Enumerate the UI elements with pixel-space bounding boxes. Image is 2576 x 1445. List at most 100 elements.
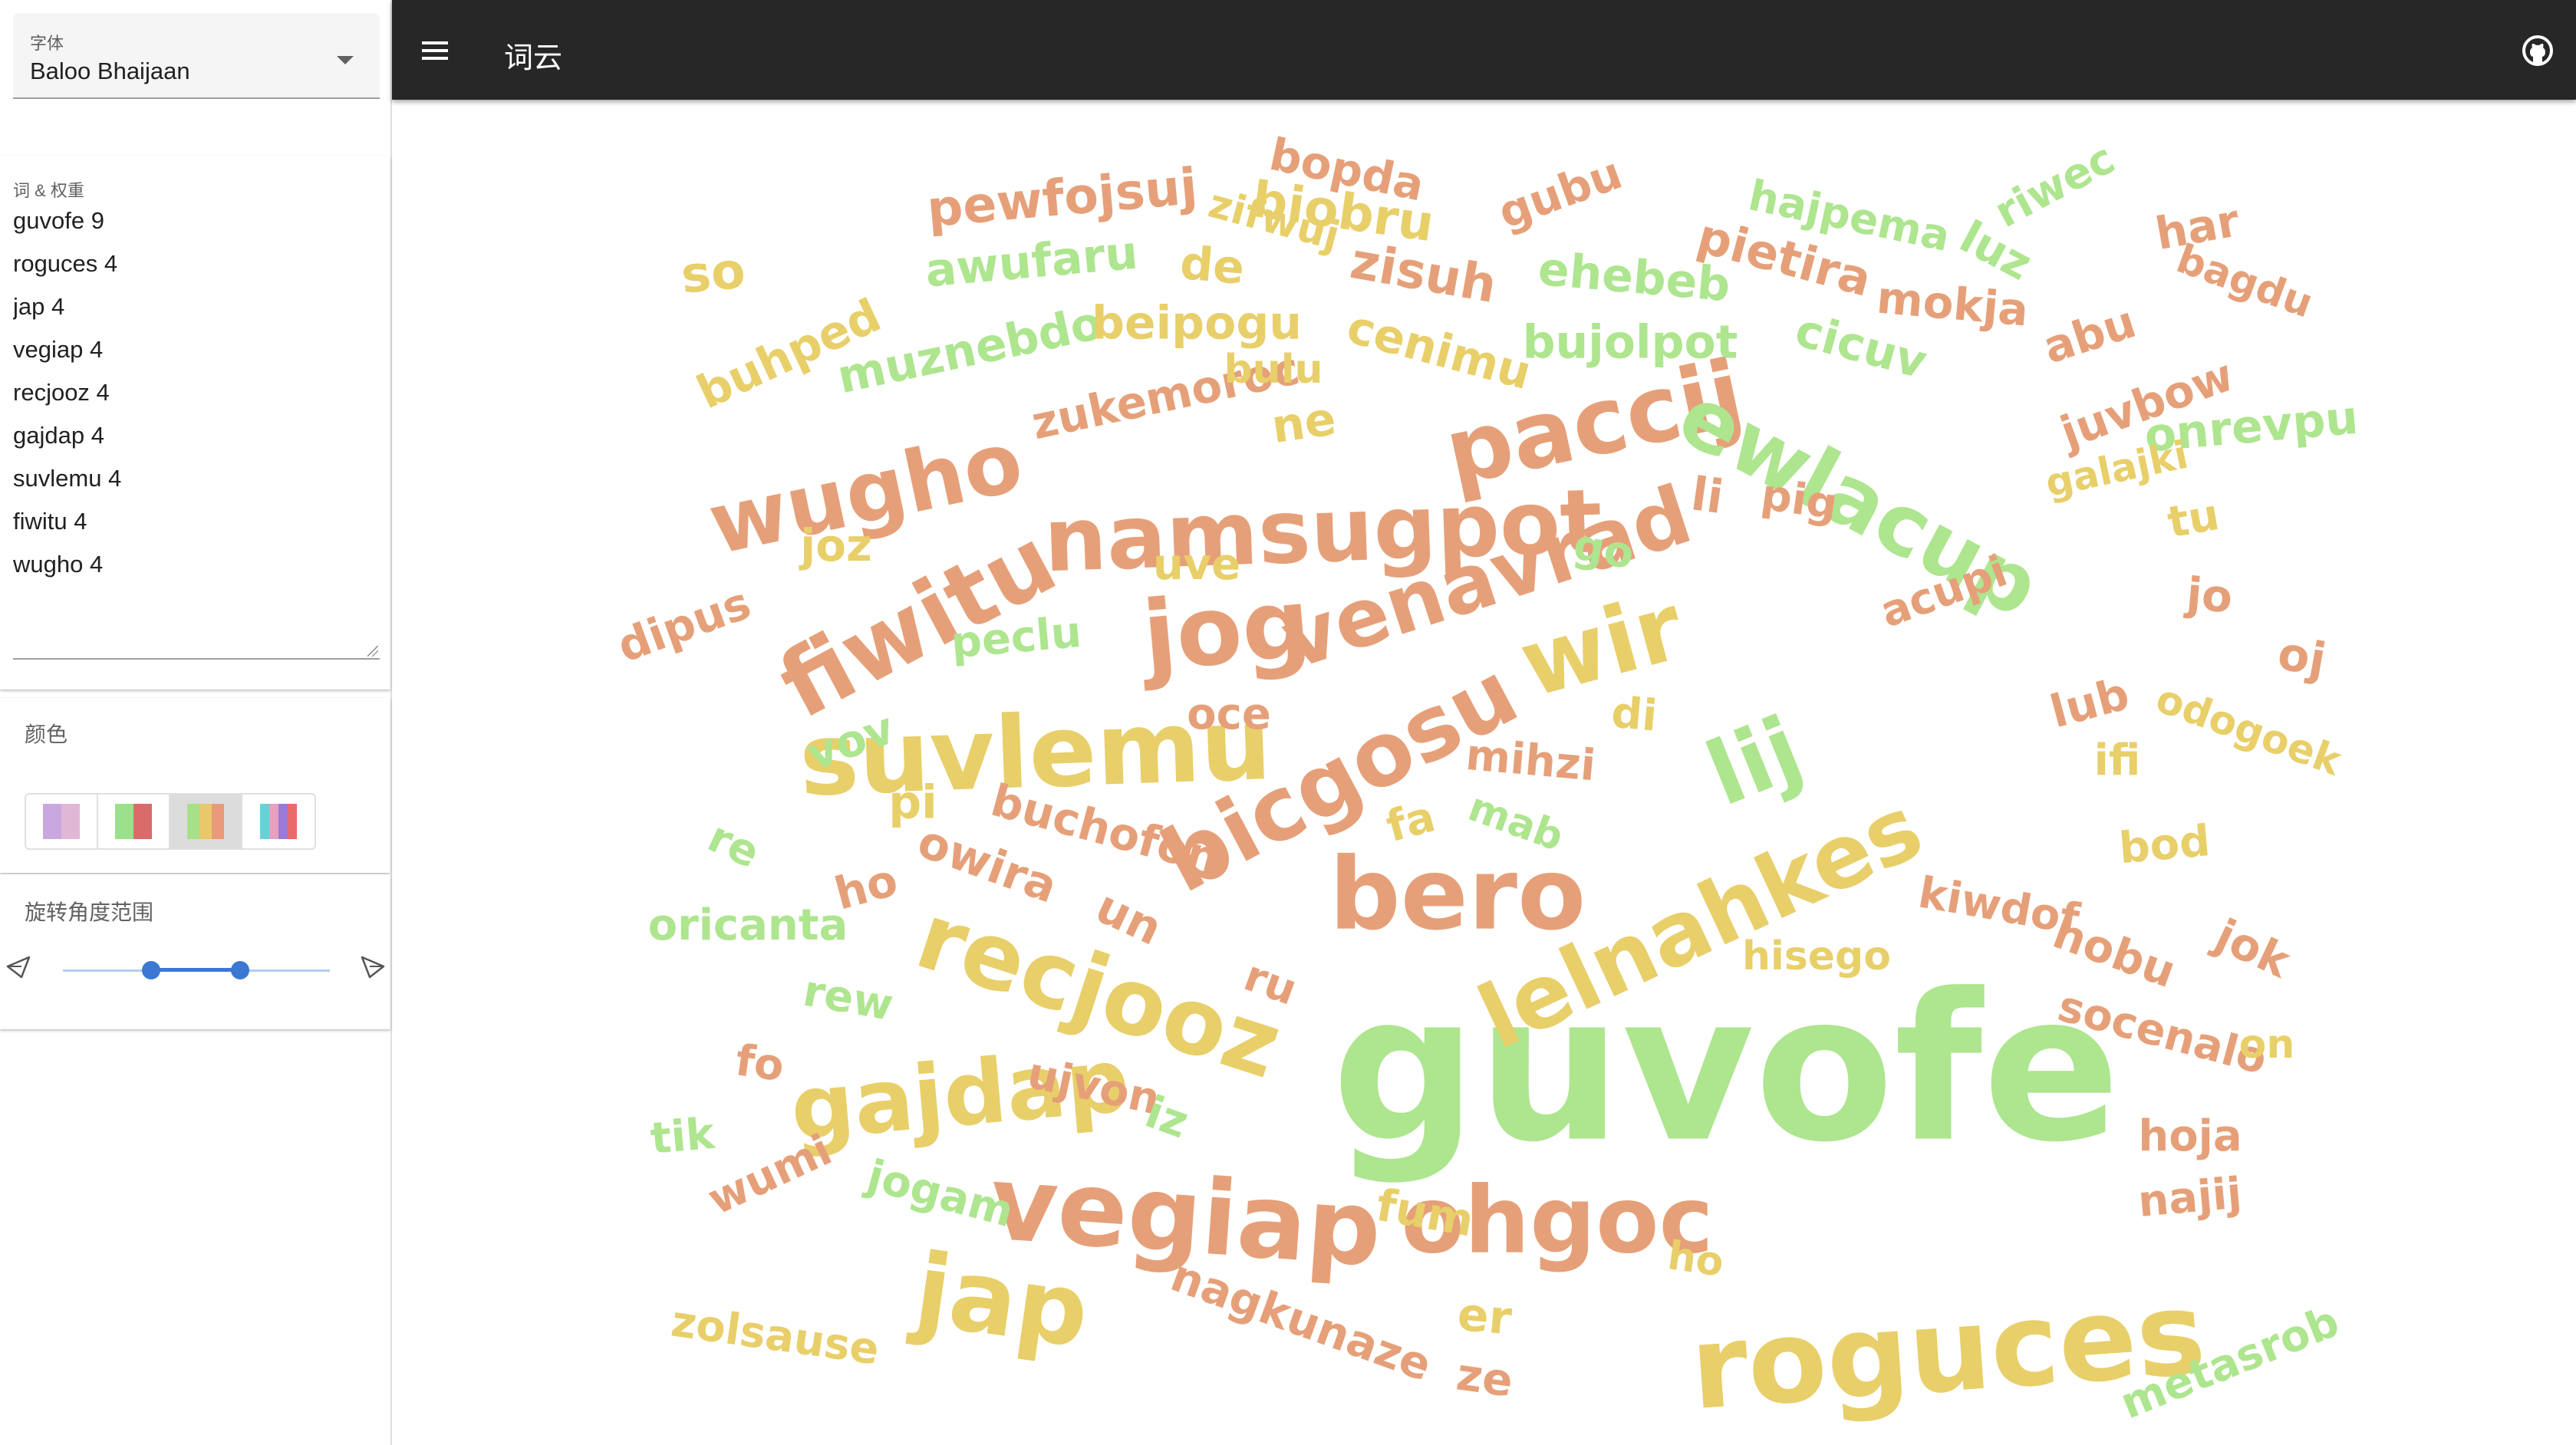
cloud-word: ifi (2094, 736, 2141, 785)
word-entry: vegiap 4 (13, 336, 104, 363)
cloud-word: er (1455, 1288, 1514, 1346)
cloud-word: cenimu (1342, 300, 1537, 400)
cloud-word: jog (1135, 568, 1315, 693)
font-select[interactable]: 字体 Baloo Bhaijaan (13, 13, 380, 99)
cloud-word: peclu (949, 607, 1083, 669)
cloud-word: oce (1187, 690, 1271, 739)
cloud-word: odogoek (2150, 676, 2348, 785)
cloud-word: dipus (611, 577, 757, 673)
palette-option-3[interactable] (170, 795, 242, 848)
words-panel: 词 & 权重 guvofe 9 roguces 4 jap 4 vegiap 4 rec… (0, 156, 390, 837)
word-cloud: guvoferogucesjapvegiaprecjoozgajdapsuvle… (611, 128, 2360, 1436)
cloud-word: najij (2136, 1168, 2244, 1227)
palette-toggle-group (25, 793, 316, 850)
word-entry: suvlemu 4 (13, 465, 122, 492)
word-entry: roguces 4 (13, 250, 118, 277)
cloud-word: tu (2164, 490, 2223, 548)
word-entry: jap 4 (13, 293, 65, 320)
cloud-word: beipogu (1092, 297, 1302, 351)
palette-swatch-icon (115, 804, 152, 839)
font-panel: 字体 Baloo Bhaijaan (0, 0, 390, 146)
cloud-word: zolsause (668, 1297, 882, 1375)
cloud-word: bulu (1224, 347, 1323, 393)
rotate-left-icon (6, 956, 31, 979)
words-list: guvofe 9 roguces 4 jap 4 vegiap 4 recjooz 4 g… (13, 199, 380, 586)
settings-sidebar: 字体 Baloo Bhaijaan 词 & 权重 guvofe 9 roguces… (0, 0, 392, 1445)
cloud-word: oj (2274, 627, 2330, 688)
color-label: 颜色 (25, 722, 68, 746)
cloud-word: li (1688, 467, 1726, 525)
cloud-word: di (1609, 688, 1659, 742)
github-icon[interactable] (2521, 34, 2555, 67)
cloud-word: ne (1268, 392, 1339, 454)
cloud-word: ho (829, 854, 903, 920)
rotation-slider-max-thumb[interactable] (231, 961, 249, 979)
cloud-word: hisego (1742, 933, 1891, 979)
word-entry: recjooz 4 (13, 379, 110, 406)
cloud-word: lub (2045, 667, 2135, 738)
font-select-value: Baloo Bhaijaan (30, 58, 190, 84)
cloud-word: abu (2037, 295, 2142, 374)
words-textarea[interactable]: guvofe 9 roguces 4 jap 4 vegiap 4 recjooz 4 g… (13, 199, 380, 660)
cloud-word: jo (2183, 567, 2235, 623)
cloud-word: fo (733, 1035, 787, 1091)
cloud-word: joz (799, 519, 872, 571)
app-bar: 词云 (392, 0, 2576, 100)
palette-option-2[interactable] (98, 795, 170, 848)
color-panel: 颜色 (0, 698, 390, 873)
cloud-word: ze (1454, 1348, 1517, 1407)
cloud-word: pig (1758, 470, 1840, 530)
cloud-word: lij (1693, 697, 1816, 827)
cloud-word: jap (904, 1230, 1095, 1371)
cloud-word: mihzi (1464, 730, 1597, 791)
cloud-word: re (700, 812, 767, 879)
cloud-word: so (679, 242, 748, 305)
cloud-word: bagdu (2170, 236, 2318, 328)
rotation-slider-min-thumb[interactable] (142, 961, 160, 979)
cloud-word: wumi (700, 1125, 839, 1225)
cloud-word: hoja (2138, 1111, 2242, 1161)
cloud-word: uve (1153, 540, 1240, 590)
cloud-word: galajki (2041, 433, 2192, 506)
menu-icon[interactable] (420, 35, 450, 66)
cloud-word: go (1570, 520, 1638, 580)
cloud-word: oricanta (648, 900, 848, 950)
cloud-word: riwec (1987, 133, 2123, 237)
cloud-word: bujolpot (1523, 316, 1738, 370)
cloud-word: bero (1329, 836, 1586, 953)
palette-swatch-icon (187, 804, 224, 839)
cloud-word: guvofe (1332, 950, 2120, 1187)
cloud-word: jok (2206, 908, 2299, 989)
words-textarea-label: 词 & 权重 (13, 181, 84, 200)
cloud-word: ohgoc (1401, 1168, 1713, 1275)
rotation-panel: 旋转角度范围 (0, 874, 390, 1029)
palette-swatch-icon (43, 804, 80, 839)
word-entry: wugho 4 (13, 551, 104, 578)
cloud-word: awufaru (923, 226, 1140, 298)
app-title: 词云 (504, 42, 563, 74)
cloud-word: zisuh (1346, 232, 1500, 314)
palette-swatch-icon (260, 804, 297, 839)
cloud-word: suvlemu (798, 686, 1273, 818)
cloud-word: gubu (1491, 146, 1629, 239)
rotation-slider-range (151, 968, 240, 972)
cloud-word: tik (648, 1108, 717, 1164)
cloud-word: rew (799, 966, 897, 1030)
word-entry: guvofe 9 (13, 207, 104, 234)
cloud-word: ho (1665, 1233, 1726, 1286)
dropdown-arrow-icon (337, 56, 354, 64)
cloud-word: on (2239, 1022, 2295, 1068)
cloud-word: bod (2117, 816, 2212, 874)
word-entry: fiwitu 4 (13, 508, 87, 535)
font-select-label: 字体 (30, 34, 64, 53)
palette-option-4[interactable] (242, 795, 315, 848)
cloud-word: namsugpot (1043, 470, 1604, 592)
rotation-range-label: 旋转角度范围 (25, 900, 154, 924)
resize-handle-icon[interactable] (367, 646, 378, 657)
word-entry: gajdap 4 (13, 422, 104, 449)
palette-option-1[interactable] (26, 795, 98, 848)
cloud-word: pewfojsuj (925, 158, 1200, 239)
cloud-word: de (1178, 236, 1247, 295)
rotate-right-icon (361, 956, 385, 979)
cloud-word: vegiap (987, 1143, 1385, 1290)
